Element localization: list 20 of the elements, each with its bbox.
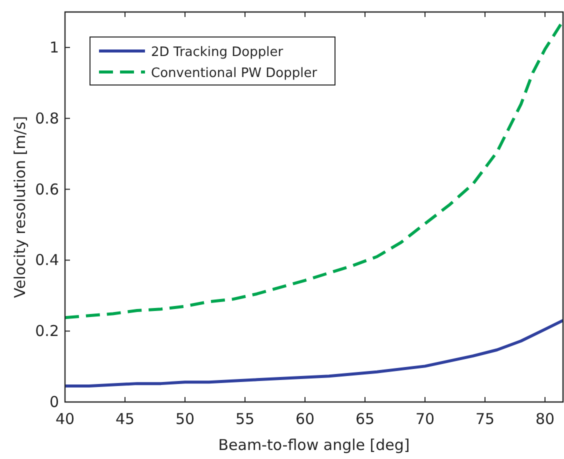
y-axis-title: Velocity resolution [m/s] — [11, 116, 29, 298]
x-tick-label: 40 — [55, 410, 75, 428]
y-tick-label: 1 — [49, 38, 59, 56]
x-tick-label: 70 — [415, 410, 435, 428]
x-tick-label: 45 — [115, 410, 135, 428]
legend-label: Conventional PW Doppler — [151, 66, 318, 81]
y-tick-label: 0.2 — [35, 322, 59, 340]
x-tick-label: 65 — [355, 410, 375, 428]
y-tick-label: 0.4 — [35, 251, 59, 270]
x-tick-label: 50 — [175, 410, 195, 428]
x-tick-label: 80 — [535, 410, 555, 428]
x-tick-label: 55 — [235, 410, 255, 428]
x-axis-title: Beam-to-flow angle [deg] — [218, 436, 410, 454]
y-tick-label: 0.6 — [35, 180, 59, 198]
x-tick-label: 75 — [475, 410, 495, 428]
x-tick-label: 60 — [295, 410, 315, 428]
line-series — [64, 318, 564, 388]
y-tick-label: 0 — [49, 393, 59, 411]
legend-label: 2D Tracking Doppler — [151, 45, 284, 60]
y-tick-label: 0.8 — [35, 109, 59, 128]
